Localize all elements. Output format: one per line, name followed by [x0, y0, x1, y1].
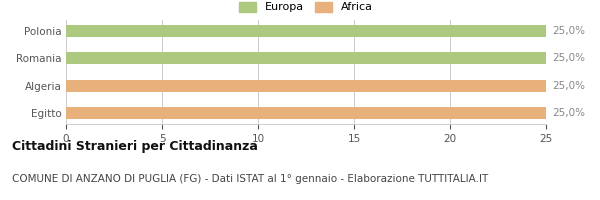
- Text: COMUNE DI ANZANO DI PUGLIA (FG) - Dati ISTAT al 1° gennaio - Elaborazione TUTTIT: COMUNE DI ANZANO DI PUGLIA (FG) - Dati I…: [12, 174, 488, 184]
- Text: 25,0%: 25,0%: [552, 81, 585, 91]
- Text: 25,0%: 25,0%: [552, 26, 585, 36]
- Bar: [66, 107, 546, 119]
- Bar: [66, 52, 546, 64]
- Bar: [66, 80, 546, 92]
- Bar: [66, 25, 546, 37]
- Text: Cittadini Stranieri per Cittadinanza: Cittadini Stranieri per Cittadinanza: [12, 140, 258, 153]
- Legend: Europa, Africa: Europa, Africa: [239, 2, 373, 12]
- Text: 25,0%: 25,0%: [552, 53, 585, 63]
- Text: 25,0%: 25,0%: [552, 108, 585, 118]
